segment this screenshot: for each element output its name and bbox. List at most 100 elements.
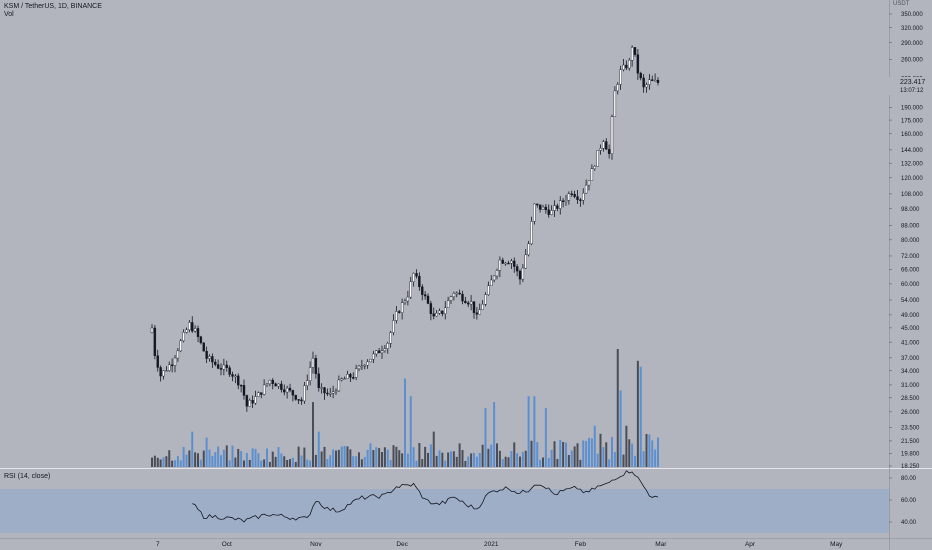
- candle-body: [622, 64, 625, 70]
- candle-body: [216, 364, 220, 369]
- candle-body: [648, 79, 651, 85]
- volume-bar: [389, 459, 392, 467]
- volume-bar: [464, 460, 467, 467]
- candle-body: [645, 84, 648, 88]
- volume-bar: [639, 366, 642, 467]
- volume-bar: [251, 448, 254, 467]
- price-tick-label: 80.000: [901, 238, 920, 244]
- candle-body: [510, 260, 513, 264]
- candle-body: [386, 343, 389, 349]
- candle-body: [435, 312, 438, 317]
- volume-bar: [168, 450, 171, 467]
- volume-bar: [199, 459, 202, 467]
- candle-body: [389, 332, 392, 344]
- volume-bar: [450, 451, 452, 467]
- candle-body: [320, 387, 323, 389]
- rsi-tick-label: 80.00: [901, 476, 917, 482]
- price-tick-label: 66.000: [901, 267, 920, 273]
- volume-bar: [303, 447, 306, 467]
- volume-bar: [550, 449, 553, 467]
- price-tick-label: 350.000: [901, 12, 923, 18]
- candle-body: [602, 141, 605, 149]
- price-tick-label: 144.000: [901, 148, 923, 154]
- volume-bar: [496, 443, 498, 467]
- candle-body: [415, 273, 418, 277]
- candle-body: [544, 206, 548, 211]
- candle-body: [556, 205, 559, 209]
- price-tick-label: 45.000: [901, 326, 920, 332]
- candle-body: [613, 90, 617, 117]
- volume-bar: [191, 431, 194, 467]
- volume-bar: [573, 446, 576, 467]
- volume-bar: [197, 453, 199, 467]
- volume-bar: [392, 445, 395, 467]
- price-tick-label: 26.000: [901, 410, 920, 416]
- candle-body: [518, 270, 522, 280]
- volume-bar: [286, 460, 289, 467]
- volume-bar: [398, 450, 401, 467]
- candle-body: [317, 373, 320, 388]
- volume-bar: [579, 459, 582, 467]
- volume-bar: [194, 452, 197, 467]
- candle-body: [343, 378, 346, 380]
- currency-label: USDT: [893, 1, 910, 7]
- volume-bar: [570, 450, 573, 467]
- volume-bar: [470, 453, 473, 467]
- time-axis[interactable]: 7 Oct Nov Dec 2021 Feb Mar Apr May: [156, 541, 843, 548]
- volume-label[interactable]: Vol: [4, 11, 14, 18]
- candle-body: [461, 293, 464, 302]
- candle-body: [651, 79, 654, 81]
- volume-bar: [312, 402, 314, 467]
- price-tick-label: 120.000: [901, 176, 923, 182]
- candle-body: [380, 350, 384, 354]
- volume-bar: [527, 396, 530, 467]
- volume-bar: [596, 453, 599, 467]
- candle-body: [547, 209, 550, 215]
- volume-bar: [599, 433, 602, 467]
- candle-body: [409, 281, 412, 298]
- candle-body: [633, 47, 637, 55]
- volume-bar: [366, 449, 369, 467]
- candle-body: [449, 296, 453, 301]
- volume-bar: [363, 456, 366, 467]
- price-tick-label: 34.000: [901, 369, 920, 375]
- volume-bar: [237, 448, 240, 467]
- volume-bar: [171, 460, 174, 467]
- volume-bar: [478, 452, 481, 467]
- rsi-label[interactable]: RSI (14, close): [4, 473, 51, 480]
- price-tick-label: 18.250: [901, 464, 920, 470]
- time-tick-label: Mar: [655, 541, 667, 548]
- candle-body: [242, 385, 246, 396]
- candle-body: [222, 364, 226, 370]
- volume-bar: [329, 455, 332, 467]
- volume-bar: [556, 458, 559, 467]
- volume-bar: [530, 440, 533, 467]
- volume-bar: [432, 431, 435, 467]
- volume-bar: [510, 451, 513, 467]
- candle-body: [159, 367, 162, 377]
- volume-bar: [277, 447, 280, 467]
- volume-bar: [567, 455, 570, 467]
- volume-bar: [182, 447, 185, 467]
- volume-bar: [521, 451, 524, 467]
- volume-bar: [320, 451, 323, 467]
- candle-body: [303, 385, 306, 402]
- volume-bar: [458, 443, 461, 467]
- price-tick-label: 320.000: [901, 26, 923, 32]
- symbol-title[interactable]: KSM / TetherUS, 1D, BINANCE: [4, 3, 102, 10]
- candle-body: [280, 383, 283, 390]
- volume-bar: [519, 456, 521, 467]
- candle-body: [596, 150, 599, 167]
- volume-bar: [608, 459, 611, 467]
- last-price-label: 223.417: [900, 79, 925, 86]
- candle-body: [418, 275, 421, 288]
- volume-bar: [202, 450, 205, 467]
- volume-bar: [335, 450, 337, 467]
- candle-body: [268, 379, 272, 384]
- candle-body: [329, 393, 332, 395]
- time-tick-label: 2021: [484, 541, 499, 548]
- candle-body: [369, 358, 372, 363]
- candle-body: [593, 166, 596, 169]
- candle-body: [432, 313, 435, 317]
